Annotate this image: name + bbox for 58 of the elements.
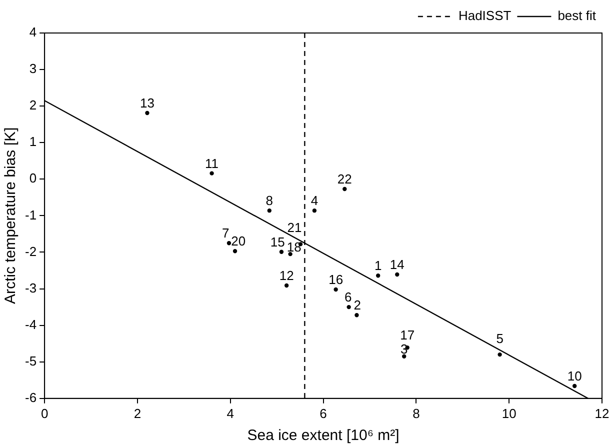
series-label: 8	[266, 193, 274, 208]
point	[232, 249, 238, 254]
point	[402, 354, 406, 358]
y-tick-label: 3	[29, 61, 37, 76]
y-tick-label: 1	[29, 134, 37, 150]
series-label: 15	[270, 234, 285, 250]
series-label: 6	[344, 290, 352, 305]
x-tick-label: 8	[412, 406, 420, 421]
series-label: 2	[354, 298, 362, 313]
series-label: 17	[400, 328, 415, 343]
point	[145, 110, 150, 116]
y-tick-label: 4	[29, 24, 37, 40]
series-label: 16	[328, 272, 344, 288]
point	[572, 384, 577, 388]
series-label: 11	[205, 156, 219, 171]
point	[346, 304, 351, 310]
x-tick-label: 2	[134, 406, 142, 421]
point	[334, 287, 338, 292]
x-tick-label: 0	[40, 406, 48, 421]
y-tick-label: 0	[29, 170, 37, 186]
series-label: 12	[279, 268, 294, 284]
x-axis-title: Sea ice extent [10⁶ m²]	[247, 427, 400, 444]
series-label: 13	[140, 96, 154, 111]
point	[279, 250, 284, 254]
series-label: 1	[374, 258, 382, 274]
point	[312, 208, 317, 213]
x-tick-label: 10	[502, 406, 516, 421]
series-label: 10	[567, 368, 582, 384]
point	[267, 208, 272, 213]
point	[342, 186, 347, 192]
series-label: 21	[287, 220, 302, 235]
series-label: 4	[310, 193, 318, 208]
y-tick-label: -1	[24, 207, 37, 222]
x-tick-label: 6	[320, 406, 327, 421]
point	[288, 252, 292, 256]
point	[376, 274, 380, 278]
y-tick-label: 2	[29, 98, 37, 113]
legend-label: best fit	[558, 8, 596, 24]
x-tick-label: 4	[226, 406, 234, 421]
y-tick-label: -3	[24, 280, 37, 296]
y-tick-label: -6	[24, 390, 37, 405]
y-axis-title: Arctic temperature bias [K]	[2, 127, 20, 304]
x-tick-label: 12	[594, 406, 610, 421]
series-label: 20	[231, 234, 246, 249]
point	[354, 312, 359, 318]
y-tick-label: -4	[24, 316, 37, 332]
y-tick-label: -2	[24, 244, 37, 259]
series-label: 5	[496, 331, 504, 346]
point	[226, 241, 232, 246]
point	[284, 283, 289, 288]
point	[395, 272, 400, 277]
legend-label: HadISST	[458, 8, 512, 24]
series-label: 22	[337, 172, 352, 187]
series-label: 14	[390, 257, 404, 272]
point	[210, 171, 214, 176]
y-tick-label: -5	[24, 353, 37, 368]
series-label: 7	[222, 226, 230, 241]
point	[498, 352, 502, 357]
